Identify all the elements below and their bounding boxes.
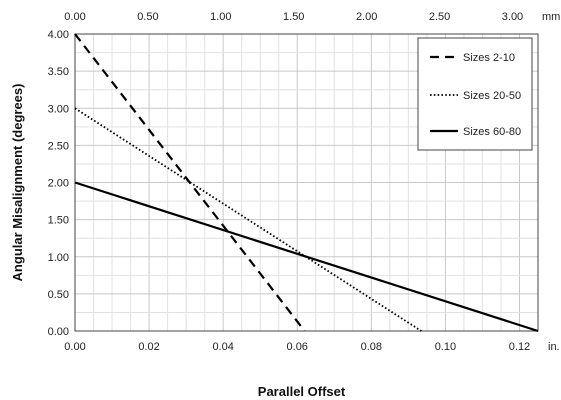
series-line [74, 107, 422, 332]
x-bottom-tick-label: 0.06 [287, 341, 308, 353]
x-bottom-tick-label: 0.00 [64, 341, 85, 353]
series-lines [74, 33, 539, 333]
y-axis-title: Angular Misalignment (degrees) [10, 84, 25, 282]
x-top-tick-label: 3.00 [502, 11, 523, 23]
y-tick-label: 1.00 [48, 252, 69, 264]
x-top-tick-label: 2.00 [356, 11, 377, 23]
x-bottom-tick-labels: 0.00 0.02 0.04 0.06 0.08 0.10 0.12 [64, 341, 530, 353]
x-top-unit: mm [542, 11, 560, 23]
legend-label: Sizes 60-80 [463, 126, 521, 138]
legend-label: Sizes 20-50 [463, 90, 521, 102]
series-line [74, 33, 306, 332]
x-top-tick-label: 1.50 [283, 11, 304, 23]
x-bottom-tick-label: 0.02 [138, 341, 159, 353]
x-top-tick-label: 1.00 [210, 11, 231, 23]
y-tick-labels: 0.00 0.50 1.00 1.50 2.00 2.50 3.00 3.50 4.00 [48, 29, 69, 338]
y-tick-label: 3.50 [48, 66, 69, 78]
x-bottom-tick-label: 0.04 [212, 341, 233, 353]
x-top-tick-label: 0.50 [137, 11, 158, 23]
y-tick-label: 0.00 [48, 326, 69, 338]
legend-items: Sizes 2-10 Sizes 20-50 Sizes 60-80 [430, 52, 521, 138]
x-top-tick-label: 0.00 [64, 11, 85, 23]
y-tick-label: 2.50 [48, 140, 69, 152]
x-bottom-unit: in. [548, 341, 560, 353]
y-tick-label: 1.50 [48, 215, 69, 227]
y-tick-label: 0.50 [48, 289, 69, 301]
series-line [74, 181, 539, 333]
x-bottom-tick-label: 0.12 [509, 341, 530, 353]
x-bottom-tick-label: 0.10 [435, 341, 456, 353]
x-top-tick-label: 2.50 [429, 11, 450, 23]
legend-label: Sizes 2-10 [463, 52, 515, 64]
legend: Sizes 2-10 Sizes 20-50 Sizes 60-80 [417, 37, 533, 151]
y-tick-label: 3.00 [48, 103, 69, 115]
y-tick-label: 4.00 [48, 29, 69, 41]
x-axis-title: Parallel Offset [258, 384, 346, 399]
y-tick-label: 2.00 [48, 178, 69, 190]
x-bottom-tick-label: 0.08 [361, 341, 382, 353]
x-top-tick-labels: 0.00 0.50 1.00 1.50 2.00 2.50 3.00 [64, 11, 523, 23]
